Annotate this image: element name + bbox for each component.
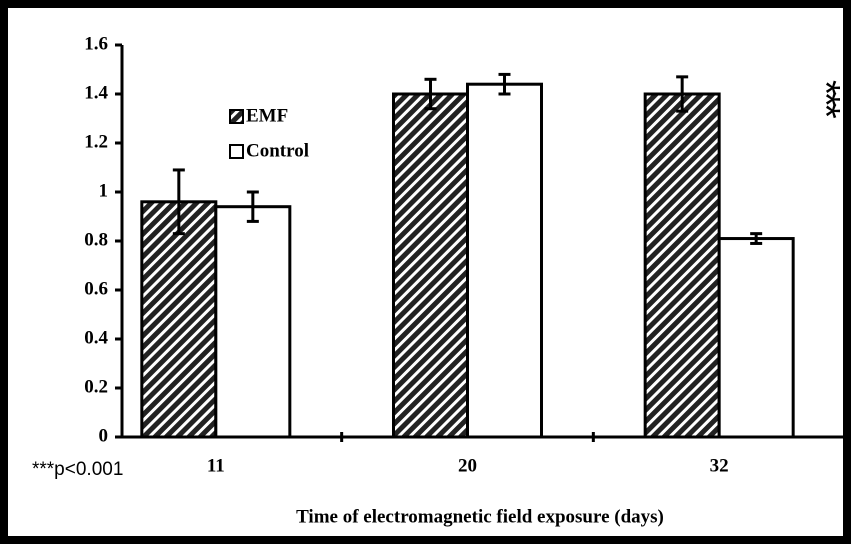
- y-tick-label: 0.2: [84, 376, 108, 397]
- y-tick-label: 1.4: [84, 82, 108, 103]
- x-tick-label: 11: [207, 455, 225, 476]
- x-axis-label: Time of electromagnetic field exposure (…: [296, 506, 664, 527]
- y-tick-label: 0: [99, 425, 109, 446]
- error-bar: [750, 232, 763, 245]
- legend-swatch: [229, 144, 244, 159]
- error-bar: [246, 190, 259, 223]
- bar: [466, 82, 543, 439]
- error-bar: [498, 72, 511, 96]
- y-tick-label: 1.2: [84, 131, 108, 152]
- bar: [140, 200, 218, 439]
- legend-swatch: [229, 109, 244, 124]
- bar: [643, 92, 721, 439]
- footnote: ***p<0.001: [32, 459, 123, 480]
- legend-label: EMF: [246, 105, 288, 126]
- y-tick-label: 0.4: [84, 327, 108, 348]
- legend-label: Control: [246, 140, 309, 161]
- bar: [717, 237, 795, 439]
- error-bar: [676, 75, 689, 113]
- error-bar: [172, 168, 185, 236]
- x-tick-label: 20: [458, 455, 477, 476]
- bar: [392, 92, 469, 439]
- annotation: ***: [804, 80, 848, 118]
- bar: [214, 205, 292, 439]
- y-tick-label: 0.6: [84, 278, 108, 299]
- y-tick-label: 1: [99, 180, 109, 201]
- error-bar: [424, 77, 437, 111]
- y-tick-label: 1.6: [84, 33, 108, 54]
- x-tick-label: 32: [710, 455, 729, 476]
- y-tick-label: 0.8: [84, 229, 108, 250]
